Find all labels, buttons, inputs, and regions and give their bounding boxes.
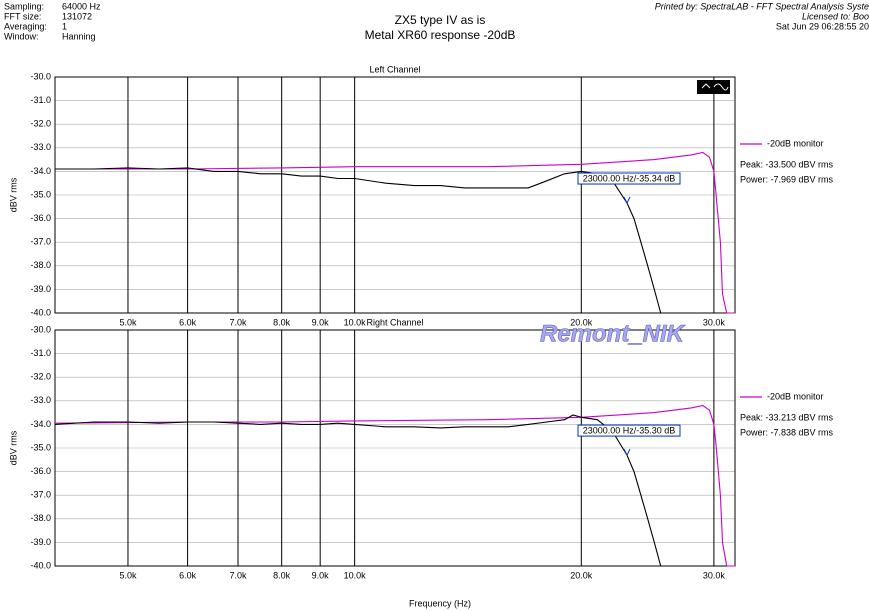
x-tick-label: 7.0k (229, 317, 247, 327)
x-tick-label: 30.0k (703, 570, 726, 580)
y-tick-label: -39.0 (30, 284, 51, 294)
cursor-marker (623, 448, 631, 457)
icon-glyph (701, 83, 729, 91)
plot-border (54, 329, 736, 567)
y-tick-label: -32.0 (30, 372, 51, 382)
cursor-label: 23000.00 Hz/-35.30 dB (583, 425, 676, 435)
y-tick-label: -36.0 (30, 466, 51, 476)
x-tick-label: 30.0k (703, 317, 726, 327)
printed-by: Printed by: SpectraLAB - FFT Spectral An… (655, 1, 869, 11)
x-axis-label: Frequency (Hz) (409, 598, 471, 608)
y-tick-label: -34.0 (30, 419, 51, 429)
chart-title: Left Channel (369, 64, 420, 74)
readout: Power: -7.838 dBV rms (740, 427, 834, 437)
x-tick-label: 10.0k (344, 317, 367, 327)
setting-value: 64000 Hz (62, 1, 101, 11)
cursor-label: 23000.00 Hz/-35.34 dB (583, 173, 676, 183)
y-tick-label: -37.0 (30, 490, 51, 500)
legend-label: -20dB monitor (767, 391, 824, 401)
readout: Peak: -33.213 dBV rms (740, 412, 834, 422)
cursor-box (577, 424, 681, 437)
y-tick-label: -39.0 (30, 537, 51, 547)
chart-title: Right Channel (366, 317, 423, 327)
y-tick-label: -33.0 (30, 395, 51, 405)
x-tick-label: 7.0k (229, 570, 247, 580)
x-tick-label: 20.0k (570, 570, 593, 580)
y-tick-label: -38.0 (30, 260, 51, 270)
y-tick-label: -38.0 (30, 513, 51, 523)
y-tick-label: -31.0 (30, 95, 51, 105)
title: Metal XR60 response -20dB (365, 28, 516, 42)
title: ZX5 type IV as is (395, 13, 486, 27)
setting-label: Sampling: (4, 1, 44, 11)
readout: Peak: -33.500 dBV rms (740, 159, 834, 169)
plots: Left Channel dBV rms -30.0 -31.0 -32.0 -33.0 -… (8, 64, 833, 580)
y-tick-label: -32.0 (30, 119, 51, 129)
series-line (55, 151, 735, 314)
plot-border (54, 76, 736, 314)
y-tick-label: -33.0 (30, 142, 51, 152)
x-tick-label: 5.0k (119, 317, 137, 327)
y-axis-label: dBV rms (8, 177, 18, 212)
y-tick-label: -30.0 (30, 324, 51, 334)
watermark: Remont_NIK (540, 320, 686, 347)
x-tick-label: 10.0k (344, 570, 367, 580)
y-tick-label: -30.0 (30, 71, 51, 81)
x-tick-label: 6.0k (179, 317, 197, 327)
setting-label: Window: (4, 31, 39, 41)
y-axis-label: dBV rms (8, 430, 18, 465)
setting-label: Averaging: (4, 21, 47, 31)
readout: Power: -7.969 dBV rms (740, 174, 834, 184)
date: Sat Jun 29 06:28:55 20 (776, 21, 869, 31)
x-tick-label: 9.0k (312, 317, 330, 327)
series-line (55, 167, 725, 314)
x-tick-label: 8.0k (273, 570, 291, 580)
series-line (54, 414, 725, 567)
x-tick-label: 6.0k (179, 570, 197, 580)
setting-value: Hanning (62, 31, 96, 41)
y-tick-label: -40.0 (30, 560, 51, 570)
y-tick-label: -40.0 (30, 307, 51, 317)
y-tick-label: -37.0 (30, 237, 51, 247)
icon (697, 80, 730, 94)
y-tick-label: -34.0 (30, 166, 51, 176)
setting-label: FFT size: (4, 11, 41, 21)
cursor-marker (623, 196, 631, 205)
x-tick-label: 5.0k (119, 570, 137, 580)
licensed: Licensed to: Boo (802, 11, 869, 21)
setting-value: 1 (62, 21, 67, 31)
series-line (54, 404, 735, 567)
setting-value: 131072 (62, 11, 92, 21)
y-tick-label: -31.0 (30, 348, 51, 358)
x-tick-label: 20.0k (570, 317, 593, 327)
cursor-box (577, 172, 681, 185)
x-tick-label: 8.0k (273, 317, 291, 327)
legend-label: -20dB monitor (767, 138, 824, 148)
y-tick-label: -36.0 (30, 213, 51, 223)
x-tick-label: 9.0k (312, 570, 330, 580)
y-tick-label: -35.0 (30, 442, 51, 452)
y-tick-label: -35.0 (30, 189, 51, 199)
